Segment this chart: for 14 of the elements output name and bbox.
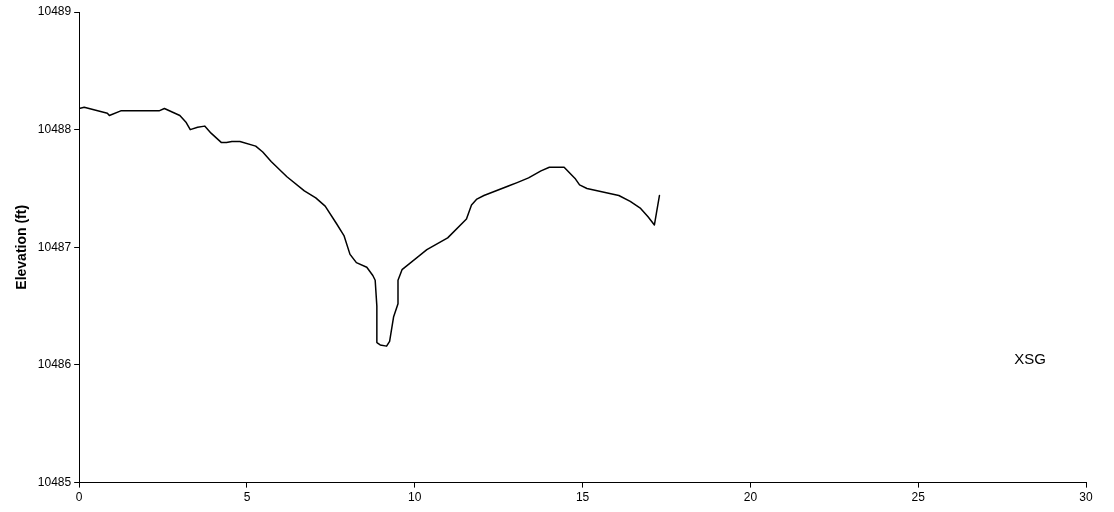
y-tick-label: 10489 — [37, 4, 72, 19]
x-tick-label: 15 — [575, 490, 590, 505]
y-tick-label: 10485 — [37, 474, 72, 489]
x-tick-label: 5 — [243, 490, 251, 505]
y-axis-title: Elevation (ft) — [13, 204, 30, 290]
x-tick-label: 10 — [408, 490, 422, 505]
annotation: XSG — [1014, 350, 1046, 368]
x-tick-label: 0 — [75, 490, 83, 505]
x-tick-label: 30 — [1079, 490, 1093, 505]
y-tick-label: 10486 — [37, 357, 72, 372]
y-tick-label: 10487 — [37, 239, 72, 254]
x-tick-label: 20 — [743, 490, 758, 505]
x-tick-label: 25 — [911, 490, 926, 505]
y-tick-label: 10488 — [37, 121, 72, 136]
